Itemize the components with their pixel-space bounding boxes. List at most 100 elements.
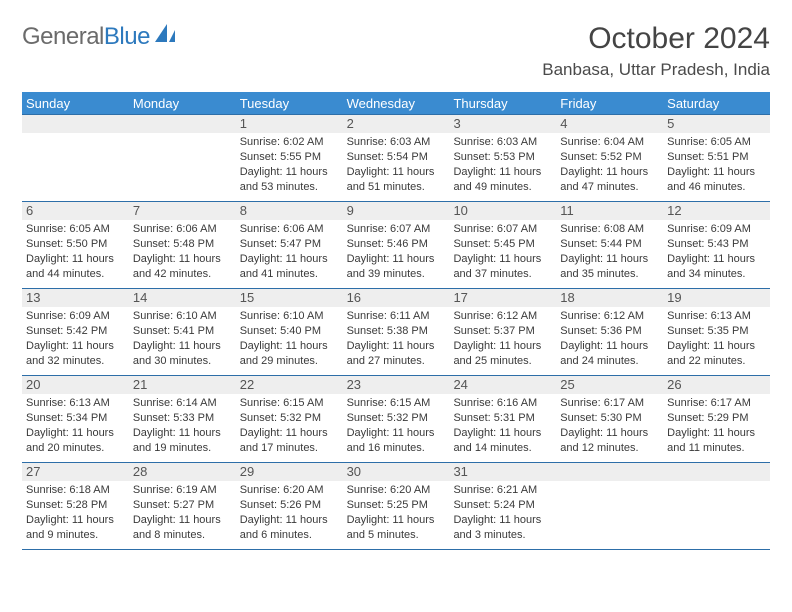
day-content: Sunrise: 6:13 AMSunset: 5:35 PMDaylight:…: [663, 307, 770, 368]
week-row: 13Sunrise: 6:09 AMSunset: 5:42 PMDayligh…: [22, 288, 770, 375]
day-cell: 3Sunrise: 6:03 AMSunset: 5:53 PMDaylight…: [449, 115, 556, 201]
day-number: 10: [449, 202, 556, 220]
day-content: Sunrise: 6:17 AMSunset: 5:30 PMDaylight:…: [556, 394, 663, 455]
day-name-cell: Tuesday: [236, 96, 343, 111]
day-cell: 10Sunrise: 6:07 AMSunset: 5:45 PMDayligh…: [449, 202, 556, 288]
day-content: Sunrise: 6:21 AMSunset: 5:24 PMDaylight:…: [449, 481, 556, 542]
day-number: 11: [556, 202, 663, 220]
day-number: 30: [343, 463, 450, 481]
day-number: 16: [343, 289, 450, 307]
day-cell: [556, 463, 663, 549]
day-number: 21: [129, 376, 236, 394]
day-cell: 9Sunrise: 6:07 AMSunset: 5:46 PMDaylight…: [343, 202, 450, 288]
day-number: 19: [663, 289, 770, 307]
day-content: Sunrise: 6:16 AMSunset: 5:31 PMDaylight:…: [449, 394, 556, 455]
day-number: 22: [236, 376, 343, 394]
day-content: Sunrise: 6:15 AMSunset: 5:32 PMDaylight:…: [236, 394, 343, 455]
day-cell: [129, 115, 236, 201]
day-cell: 7Sunrise: 6:06 AMSunset: 5:48 PMDaylight…: [129, 202, 236, 288]
day-cell: 15Sunrise: 6:10 AMSunset: 5:40 PMDayligh…: [236, 289, 343, 375]
week-row: 6Sunrise: 6:05 AMSunset: 5:50 PMDaylight…: [22, 201, 770, 288]
day-content: Sunrise: 6:18 AMSunset: 5:28 PMDaylight:…: [22, 481, 129, 542]
day-content: Sunrise: 6:20 AMSunset: 5:26 PMDaylight:…: [236, 481, 343, 542]
month-title: October 2024: [542, 22, 770, 56]
title-block: October 2024 Banbasa, Uttar Pradesh, Ind…: [542, 22, 770, 80]
day-content: Sunrise: 6:19 AMSunset: 5:27 PMDaylight:…: [129, 481, 236, 542]
day-number: 27: [22, 463, 129, 481]
day-cell: 11Sunrise: 6:08 AMSunset: 5:44 PMDayligh…: [556, 202, 663, 288]
day-number: [129, 115, 236, 133]
day-content: Sunrise: 6:03 AMSunset: 5:54 PMDaylight:…: [343, 133, 450, 194]
day-content: Sunrise: 6:10 AMSunset: 5:41 PMDaylight:…: [129, 307, 236, 368]
day-number: 24: [449, 376, 556, 394]
day-content: Sunrise: 6:09 AMSunset: 5:43 PMDaylight:…: [663, 220, 770, 281]
brand-part1: General: [22, 23, 104, 51]
brand-part2: Blue: [104, 23, 150, 51]
day-content: Sunrise: 6:07 AMSunset: 5:46 PMDaylight:…: [343, 220, 450, 281]
day-content: Sunrise: 6:09 AMSunset: 5:42 PMDaylight:…: [22, 307, 129, 368]
day-cell: 17Sunrise: 6:12 AMSunset: 5:37 PMDayligh…: [449, 289, 556, 375]
day-name-cell: Thursday: [449, 96, 556, 111]
day-cell: 4Sunrise: 6:04 AMSunset: 5:52 PMDaylight…: [556, 115, 663, 201]
day-cell: 2Sunrise: 6:03 AMSunset: 5:54 PMDaylight…: [343, 115, 450, 201]
day-cell: [22, 115, 129, 201]
day-number: 13: [22, 289, 129, 307]
day-number: 2: [343, 115, 450, 133]
day-name-cell: Wednesday: [343, 96, 450, 111]
day-name-cell: Sunday: [22, 96, 129, 111]
day-content: Sunrise: 6:05 AMSunset: 5:51 PMDaylight:…: [663, 133, 770, 194]
week-row: 27Sunrise: 6:18 AMSunset: 5:28 PMDayligh…: [22, 462, 770, 549]
day-number: 28: [129, 463, 236, 481]
day-number: 25: [556, 376, 663, 394]
day-content: Sunrise: 6:14 AMSunset: 5:33 PMDaylight:…: [129, 394, 236, 455]
day-cell: 26Sunrise: 6:17 AMSunset: 5:29 PMDayligh…: [663, 376, 770, 462]
day-content: Sunrise: 6:17 AMSunset: 5:29 PMDaylight:…: [663, 394, 770, 455]
day-number: 1: [236, 115, 343, 133]
day-name-cell: Monday: [129, 96, 236, 111]
day-number: 23: [343, 376, 450, 394]
location-text: Banbasa, Uttar Pradesh, India: [542, 60, 770, 80]
day-cell: 31Sunrise: 6:21 AMSunset: 5:24 PMDayligh…: [449, 463, 556, 549]
day-cell: 23Sunrise: 6:15 AMSunset: 5:32 PMDayligh…: [343, 376, 450, 462]
day-number: 5: [663, 115, 770, 133]
day-number: 18: [556, 289, 663, 307]
day-number: 29: [236, 463, 343, 481]
day-number: 20: [22, 376, 129, 394]
day-name-cell: Friday: [556, 96, 663, 111]
day-cell: 13Sunrise: 6:09 AMSunset: 5:42 PMDayligh…: [22, 289, 129, 375]
day-content: [663, 481, 770, 483]
day-cell: 30Sunrise: 6:20 AMSunset: 5:25 PMDayligh…: [343, 463, 450, 549]
day-cell: 6Sunrise: 6:05 AMSunset: 5:50 PMDaylight…: [22, 202, 129, 288]
day-content: [129, 133, 236, 135]
week-row: 1Sunrise: 6:02 AMSunset: 5:55 PMDaylight…: [22, 114, 770, 201]
day-number: 12: [663, 202, 770, 220]
day-cell: 1Sunrise: 6:02 AMSunset: 5:55 PMDaylight…: [236, 115, 343, 201]
day-number: 9: [343, 202, 450, 220]
day-content: Sunrise: 6:07 AMSunset: 5:45 PMDaylight:…: [449, 220, 556, 281]
week-row: 20Sunrise: 6:13 AMSunset: 5:34 PMDayligh…: [22, 375, 770, 462]
day-content: Sunrise: 6:02 AMSunset: 5:55 PMDaylight:…: [236, 133, 343, 194]
day-content: Sunrise: 6:04 AMSunset: 5:52 PMDaylight:…: [556, 133, 663, 194]
day-name-cell: Saturday: [663, 96, 770, 111]
day-content: Sunrise: 6:10 AMSunset: 5:40 PMDaylight:…: [236, 307, 343, 368]
day-cell: 21Sunrise: 6:14 AMSunset: 5:33 PMDayligh…: [129, 376, 236, 462]
day-cell: 25Sunrise: 6:17 AMSunset: 5:30 PMDayligh…: [556, 376, 663, 462]
day-cell: 18Sunrise: 6:12 AMSunset: 5:36 PMDayligh…: [556, 289, 663, 375]
day-number: 14: [129, 289, 236, 307]
day-cell: 16Sunrise: 6:11 AMSunset: 5:38 PMDayligh…: [343, 289, 450, 375]
sail-icon: [153, 22, 179, 51]
brand-logo: GeneralBlue: [22, 22, 179, 51]
day-number: 26: [663, 376, 770, 394]
day-number: [556, 463, 663, 481]
day-cell: 29Sunrise: 6:20 AMSunset: 5:26 PMDayligh…: [236, 463, 343, 549]
day-number: 17: [449, 289, 556, 307]
day-number: 6: [22, 202, 129, 220]
day-content: Sunrise: 6:03 AMSunset: 5:53 PMDaylight:…: [449, 133, 556, 194]
day-cell: 28Sunrise: 6:19 AMSunset: 5:27 PMDayligh…: [129, 463, 236, 549]
day-cell: 20Sunrise: 6:13 AMSunset: 5:34 PMDayligh…: [22, 376, 129, 462]
day-number: 3: [449, 115, 556, 133]
day-content: Sunrise: 6:11 AMSunset: 5:38 PMDaylight:…: [343, 307, 450, 368]
day-number: [663, 463, 770, 481]
day-cell: 8Sunrise: 6:06 AMSunset: 5:47 PMDaylight…: [236, 202, 343, 288]
day-content: Sunrise: 6:06 AMSunset: 5:48 PMDaylight:…: [129, 220, 236, 281]
